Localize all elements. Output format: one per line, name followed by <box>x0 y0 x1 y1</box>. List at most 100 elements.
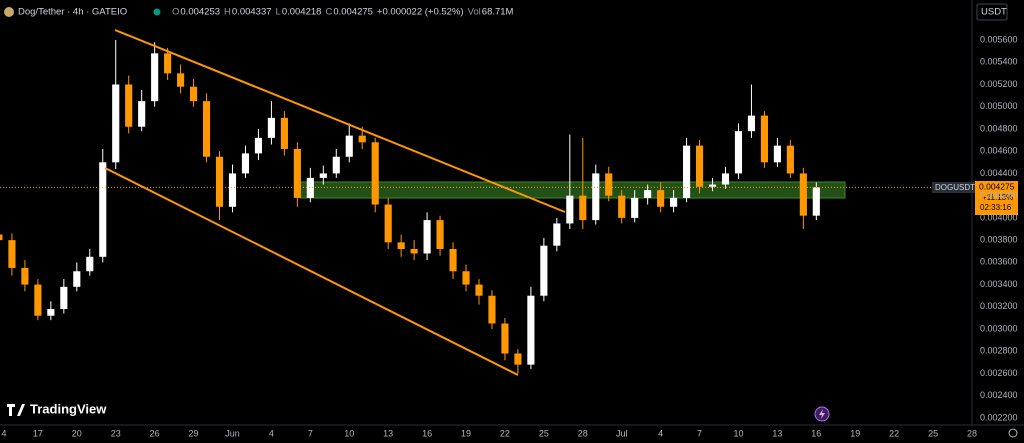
y-tick-label: 0.002200 <box>980 412 1018 422</box>
symbol-icon <box>4 7 14 17</box>
x-tick-label: 22 <box>500 428 510 438</box>
x-tick-label: 19 <box>461 428 471 438</box>
x-tick-label: 4 <box>269 428 274 438</box>
x-tick-label: 13 <box>772 428 782 438</box>
ohlc-label: H <box>224 7 231 18</box>
candle-body <box>618 195 626 218</box>
symbol-tag: DOGUSDT <box>935 183 975 192</box>
y-tick-label: 0.005400 <box>980 57 1018 67</box>
candle-body <box>371 142 379 205</box>
currency-button[interactable] <box>976 3 1008 21</box>
x-tick-label: 25 <box>928 428 938 438</box>
last-price: 0.004275 <box>979 181 1015 191</box>
candle-body <box>734 131 743 174</box>
header: Dog/Tether · 4h · GATEIO O 0.004253 H 0.004… <box>4 7 514 18</box>
x-tick-label: 7 <box>308 428 313 438</box>
candle-body <box>112 84 120 163</box>
y-tick-label: 0.005000 <box>980 101 1018 111</box>
candle-body <box>786 145 794 174</box>
candle-body <box>514 353 522 365</box>
change: +0.000022 (+0.52%) <box>377 7 464 18</box>
candle-body <box>553 223 561 246</box>
candle-body <box>644 190 652 198</box>
y-tick-label: 0.002600 <box>980 368 1018 378</box>
candle-body <box>164 53 172 74</box>
x-tick-label: 25 <box>539 428 549 438</box>
channel-lower <box>104 167 519 376</box>
plot-area <box>0 40 846 374</box>
candle-body <box>631 197 639 218</box>
candle-body <box>423 220 431 254</box>
x-tick-label: 23 <box>111 428 121 438</box>
candle-body <box>760 115 768 163</box>
x-tick-label: 28 <box>967 428 977 438</box>
candle-body <box>540 245 548 296</box>
candle-body <box>8 240 16 268</box>
candle-body <box>267 117 275 138</box>
x-tick-label: Jul <box>616 428 628 438</box>
y-tick-label: 0.003800 <box>980 235 1018 245</box>
y-tick-label: 0.004200 <box>980 190 1018 200</box>
candle-body <box>73 271 81 287</box>
y-tick-label: 0.005200 <box>980 79 1018 89</box>
last-change: +11.13% <box>982 193 1013 202</box>
market-status <box>153 8 161 16</box>
candle-body <box>293 148 301 198</box>
symbol-tag-box <box>932 182 975 193</box>
candle-body <box>670 197 678 207</box>
y-tick-label: 0.003200 <box>980 301 1018 311</box>
ohlc-label: L <box>276 7 281 18</box>
settings-icon[interactable] <box>1008 428 1018 438</box>
y-tick-label: 0.002800 <box>980 346 1018 356</box>
y-tick-label: 0.004600 <box>980 146 1018 156</box>
candle-body <box>747 115 756 132</box>
candle-body <box>527 295 535 365</box>
y-tick-label: 0.005600 <box>980 34 1018 44</box>
candle-body <box>462 271 470 285</box>
ohlc-value: 0.004253 <box>180 7 220 18</box>
candle-body <box>773 145 781 163</box>
currency-label[interactable]: USDT <box>981 7 1007 18</box>
logo-mark <box>7 404 25 416</box>
x-tick-label: 26 <box>150 428 160 438</box>
x-tick-label: 29 <box>189 428 199 438</box>
candle-body <box>21 267 29 285</box>
y-tick-label: 0.004800 <box>980 123 1018 133</box>
candle-body <box>566 195 574 224</box>
y-tick-label: 0.002400 <box>980 390 1018 400</box>
countdown: 02:33:16 <box>980 203 1012 212</box>
candle-body <box>202 101 211 157</box>
x-tick-label: 10 <box>344 428 354 438</box>
candle-body <box>125 84 133 127</box>
y-tick-label: 0.003400 <box>980 279 1018 289</box>
candle-body <box>306 177 314 198</box>
x-tick-label: Jun <box>225 428 240 438</box>
last-price-box <box>975 181 1018 215</box>
logo[interactable]: TradingView <box>7 401 107 416</box>
candle-body <box>345 135 353 157</box>
candle-body <box>579 195 587 221</box>
candle-body <box>151 53 159 102</box>
candle-body <box>280 117 288 149</box>
candle-body <box>501 323 509 354</box>
candle-body <box>721 173 730 185</box>
candle-body <box>228 173 237 207</box>
bolt <box>819 409 825 419</box>
candle-body <box>254 137 263 154</box>
x-tick-label: 19 <box>850 428 860 438</box>
candle-body <box>319 173 327 178</box>
candle-body <box>683 145 691 198</box>
candle-body <box>695 145 704 187</box>
symbol-title[interactable]: Dog/Tether · 4h · GATEIO <box>18 7 127 18</box>
drawings <box>0 29 972 376</box>
candle-body <box>605 173 613 196</box>
candle-body <box>138 101 146 127</box>
y-tick-label: 0.004000 <box>980 212 1018 222</box>
volume-value: 68.71M <box>482 7 514 18</box>
candle-body <box>0 234 3 241</box>
x-tick-label: 28 <box>578 428 588 438</box>
x-tick-label: 10 <box>733 428 743 438</box>
volume-label: Vol <box>468 7 481 18</box>
x-tick-label: 4 <box>1 428 6 438</box>
